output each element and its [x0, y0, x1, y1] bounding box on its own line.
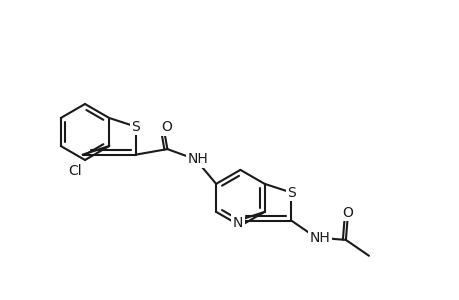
Text: S: S — [131, 120, 140, 134]
Text: NH: NH — [309, 230, 330, 244]
Text: NH: NH — [187, 152, 207, 167]
Text: Cl: Cl — [67, 164, 81, 178]
Text: S: S — [286, 185, 295, 200]
Text: O: O — [161, 121, 171, 134]
Text: N: N — [232, 215, 243, 230]
Text: O: O — [341, 206, 353, 220]
